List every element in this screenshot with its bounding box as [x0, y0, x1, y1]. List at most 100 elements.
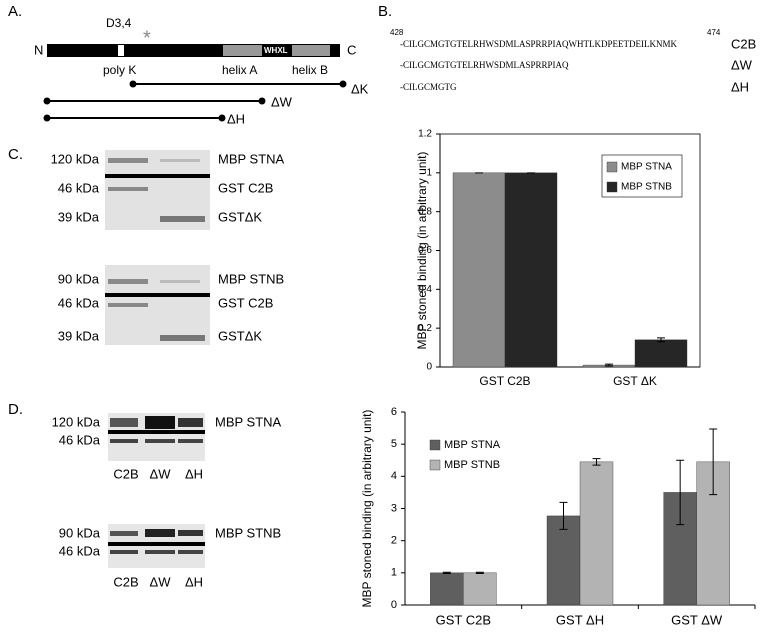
n-terminus: N — [34, 42, 43, 57]
y-tick-label: 4 — [391, 470, 397, 482]
separator — [105, 293, 210, 297]
legend-label: MBP STNA — [444, 439, 501, 451]
band — [160, 159, 200, 162]
construct-label: ΔW — [271, 94, 293, 109]
panel-label: C. — [8, 146, 23, 163]
y-tick-label: 6 — [391, 406, 397, 418]
sequence: -CILGCMGTGTELRHWSDMLASPRRPIAQWHTLKDPEETD… — [400, 39, 677, 49]
error-bar — [442, 571, 451, 574]
residue-end: 474 — [707, 28, 721, 37]
error-bar — [709, 428, 718, 496]
y-tick-label: 1 — [426, 167, 432, 178]
lane-label: ΔW — [150, 574, 172, 589]
size-label: 90 kDa — [59, 525, 101, 540]
blot-image — [105, 150, 210, 345]
constructs — [43, 80, 347, 122]
bar — [634, 339, 688, 368]
band — [178, 530, 203, 536]
size-label: 46 kDa — [59, 432, 101, 447]
error-bar — [475, 571, 484, 574]
size-label: 39 kDa — [58, 209, 100, 224]
y-tick-label: 3 — [391, 502, 397, 514]
band — [178, 418, 203, 427]
poly-k-domain — [118, 45, 124, 56]
size-label: 46 kDa — [58, 180, 100, 195]
protein-label: MBP STNB — [215, 525, 281, 540]
blot-image — [108, 413, 205, 568]
size-label: 39 kDa — [58, 328, 100, 343]
residue-start: 428 — [390, 28, 404, 37]
band — [108, 303, 148, 307]
band — [160, 216, 205, 222]
error-bar — [592, 458, 601, 466]
band — [178, 439, 203, 443]
panel-label: B. — [378, 3, 392, 20]
band — [110, 418, 138, 427]
protein-label: MBP STNA — [218, 151, 285, 166]
x-tick-label: GST C2B — [436, 612, 491, 627]
band — [178, 550, 203, 554]
band — [110, 531, 138, 536]
mutation-label: D3,4 — [106, 16, 132, 30]
helix-a-domain — [223, 45, 262, 56]
band — [108, 158, 148, 163]
legend-label: MBP STNB — [621, 182, 672, 193]
domain-label: WHXL — [264, 46, 288, 55]
size-label: 120 kDa — [51, 151, 100, 166]
y-axis-label: MBP stoned binding (in arbitrary unit) — [415, 152, 429, 350]
y-tick-label: 1.2 — [418, 129, 432, 140]
band — [145, 550, 175, 554]
construct-end — [129, 80, 137, 88]
y-tick-label: 0.6 — [418, 245, 432, 256]
sequence: -CILGCMGTG — [400, 82, 457, 92]
y-tick-label: 2 — [391, 535, 397, 547]
band — [110, 550, 138, 554]
lane-label: ΔH — [185, 574, 203, 589]
x-tick-label: GST ΔK — [613, 374, 657, 388]
band — [110, 439, 138, 443]
size-label: 120 kDa — [52, 414, 101, 429]
band — [160, 280, 200, 283]
legend-label: MBP STNA — [621, 162, 672, 173]
bar — [452, 172, 506, 368]
band — [108, 279, 148, 284]
construct-end — [218, 114, 226, 122]
protein-label: GSTΔK — [218, 328, 262, 343]
panel-label: A. — [8, 3, 22, 20]
separator — [105, 174, 210, 178]
construct-label: ΔK — [351, 81, 369, 96]
legend-label: MBP STNB — [444, 459, 500, 471]
domain-label: helix B — [292, 63, 328, 77]
separator — [108, 542, 205, 546]
size-label: 46 kDa — [58, 295, 100, 310]
y-tick-label: 0.4 — [418, 284, 432, 295]
protein-label: GSTΔK — [218, 209, 262, 224]
domain-label: poly K — [103, 63, 136, 77]
sequence-name: ΔH — [731, 79, 749, 94]
size-label: 46 kDa — [59, 543, 101, 558]
domain-label: helix A — [222, 63, 257, 77]
band — [145, 439, 175, 443]
construct-end — [258, 97, 266, 105]
lane-label: C2B — [113, 574, 138, 589]
x-tick-label: GST ΔH — [556, 612, 604, 627]
error-bar — [676, 459, 685, 526]
construct-end — [43, 114, 51, 122]
y-tick-label: 0 — [391, 599, 397, 611]
legend-swatch — [606, 181, 618, 193]
x-tick-label: GST ΔW — [671, 612, 723, 627]
lane-label: ΔW — [150, 466, 172, 481]
bar — [430, 572, 464, 606]
error-bar — [605, 363, 613, 367]
protein-label: GST C2B — [218, 295, 273, 310]
legend-swatch — [429, 439, 441, 451]
band — [145, 529, 175, 537]
bar — [546, 515, 581, 606]
y-tick-label: 0.2 — [418, 323, 432, 334]
mutation-mark: * — [143, 27, 151, 49]
sequence-name: ΔW — [731, 57, 753, 72]
protein-label: MBP STNB — [218, 271, 284, 286]
protein-label: MBP STNA — [215, 414, 282, 429]
x-tick-label: GST C2B — [479, 374, 530, 388]
bar — [579, 461, 614, 606]
